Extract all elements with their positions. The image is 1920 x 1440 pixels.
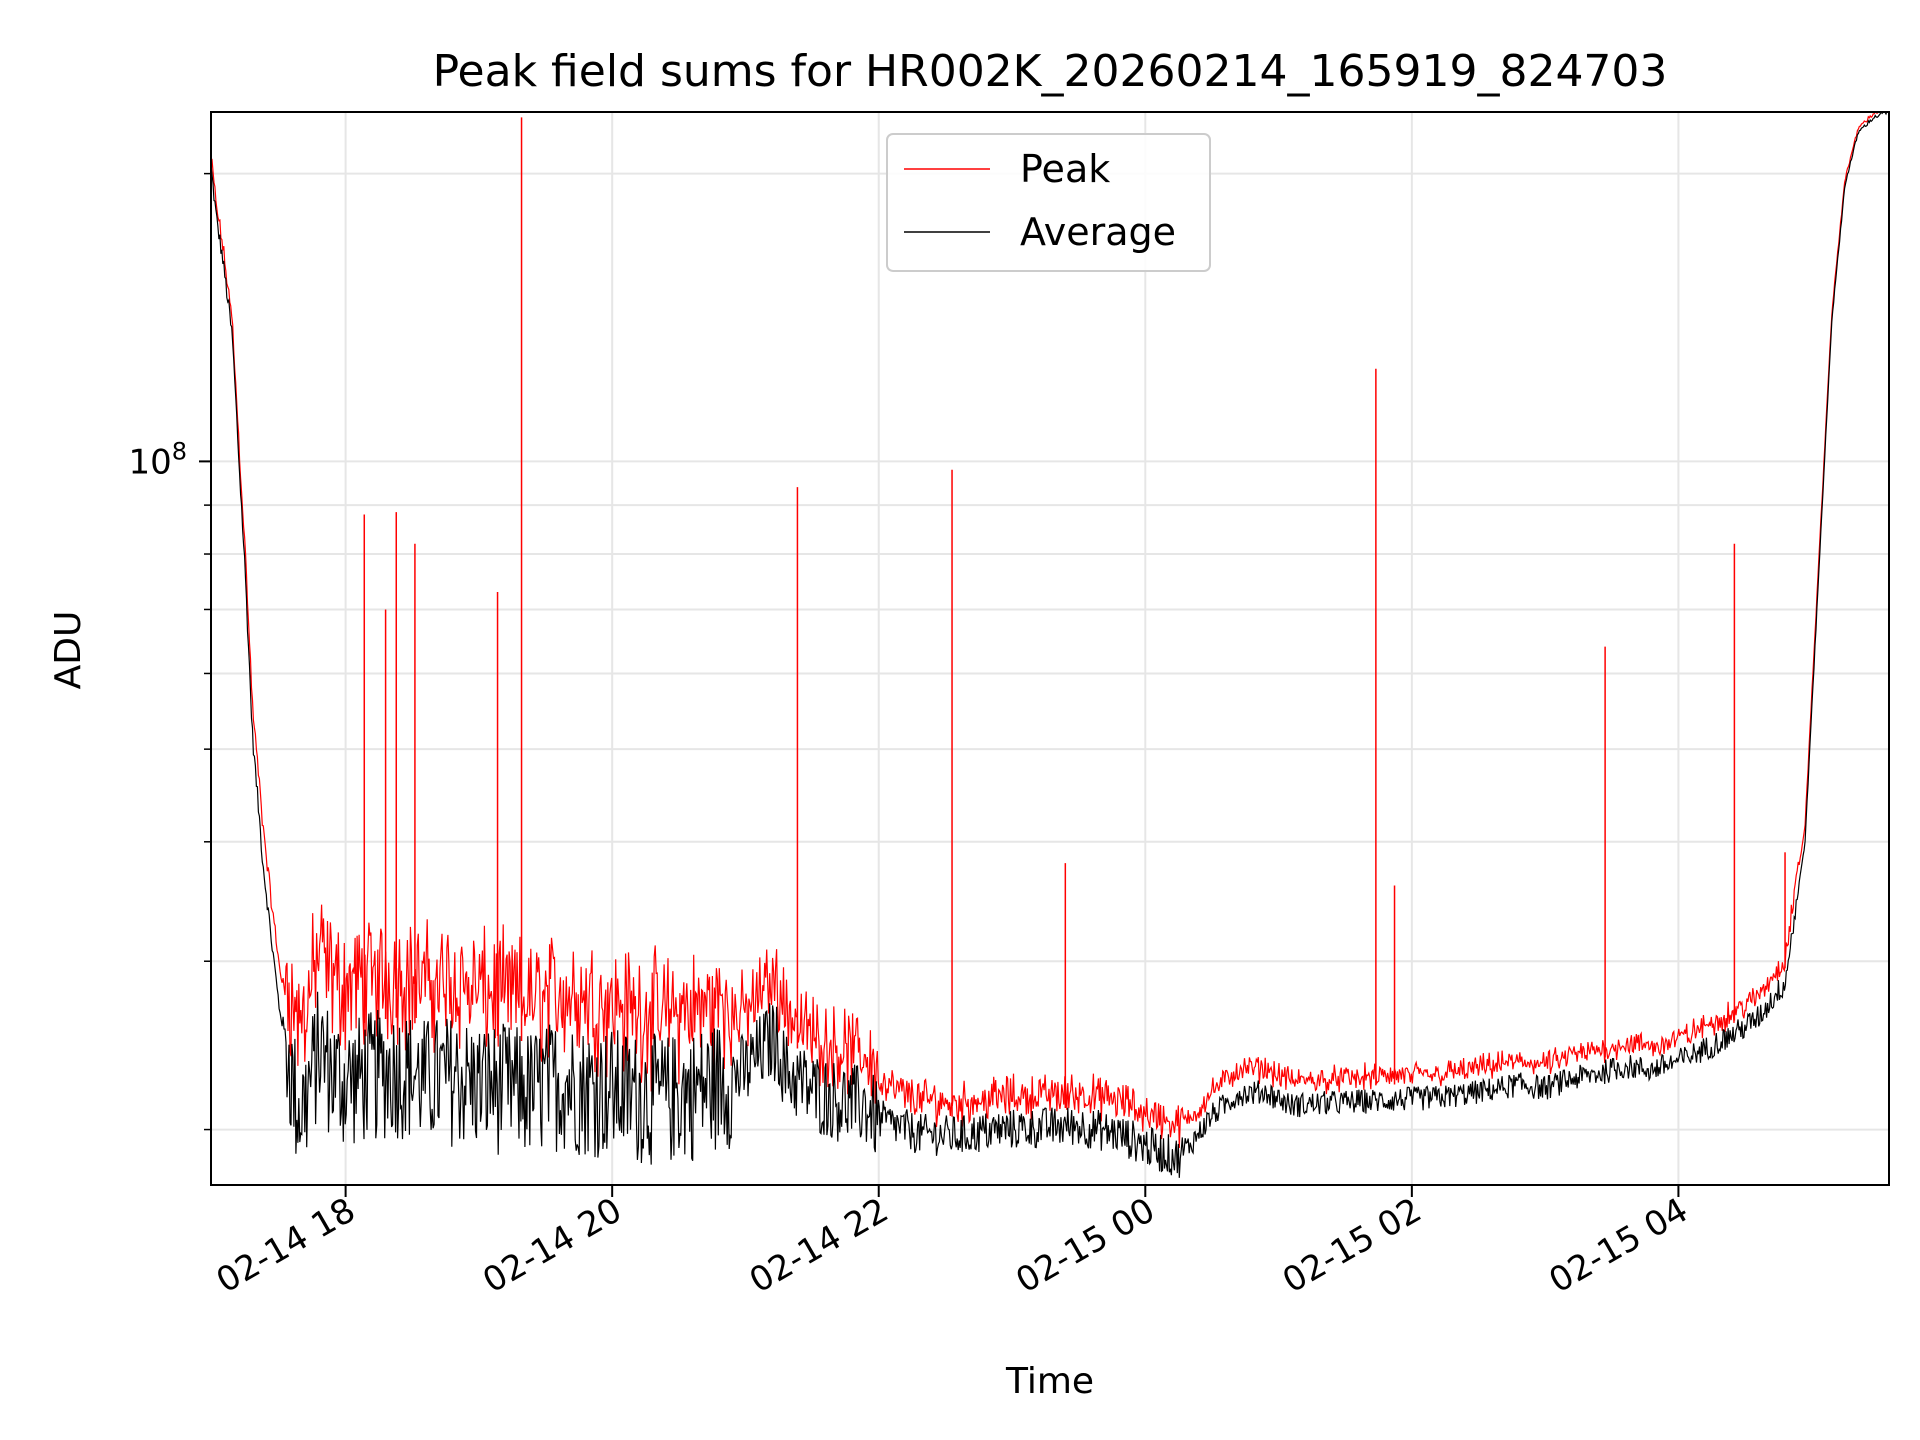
x-axis-label: Time [1005,1361,1094,1402]
legend-label-peak: Peak [1020,147,1110,191]
chart-title: Peak field sums for HR002K_20260214_1659… [433,46,1668,97]
plot-frame [210,111,1890,1186]
grid [211,112,1889,1185]
legend-label-average: Average [1020,210,1176,254]
series-peak-line [211,112,1880,1149]
y-tick-label: 108 [128,437,187,482]
series-layer [211,112,1889,1178]
legend: Peak Average [886,133,1211,272]
y-axis-label: ADU [48,611,89,690]
series-average-line [211,112,1889,1178]
